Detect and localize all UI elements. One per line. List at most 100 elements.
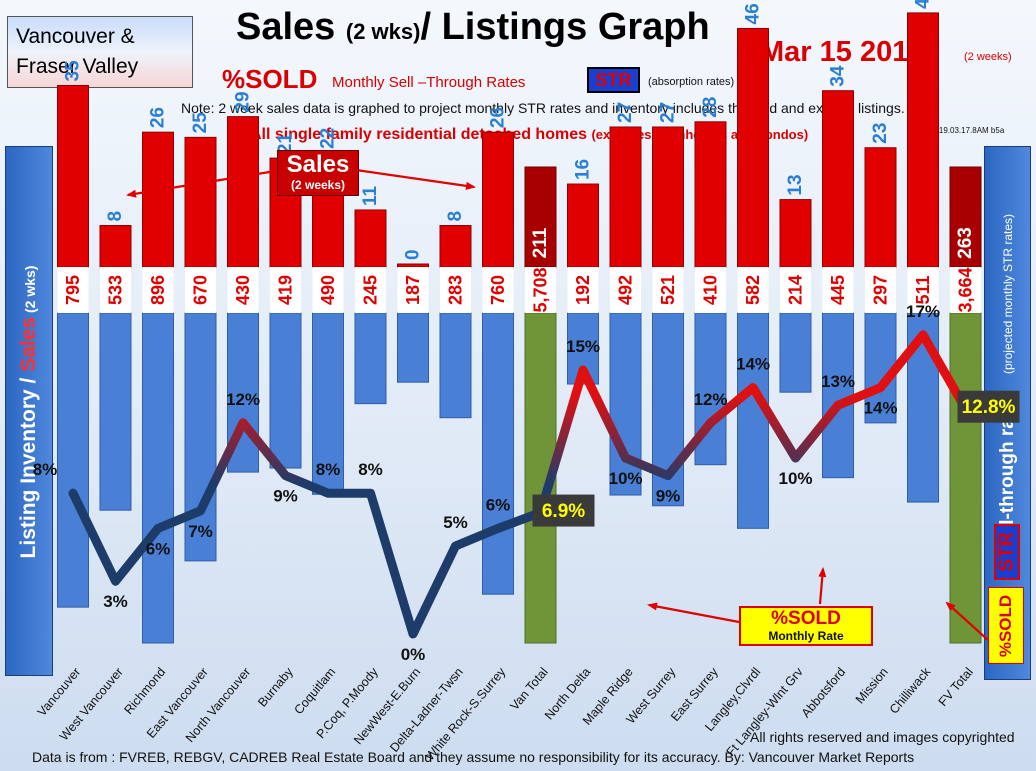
rate-label: 17% — [906, 302, 940, 321]
inventory-value-label: 192 — [573, 275, 593, 305]
sales-value-label: 49 — [913, 0, 934, 9]
sales-value-label: 16 — [573, 159, 594, 180]
inventory-value-label: 245 — [361, 275, 381, 305]
sales-bar — [779, 199, 812, 268]
subtitle-pct-sold: %SOLD — [222, 64, 318, 94]
sales-value-label: 26 — [488, 107, 509, 128]
inventory-value-label: 430 — [233, 275, 253, 305]
str-badge: STR — [587, 67, 640, 93]
category-label: Richmond — [121, 665, 168, 717]
inventory-label-bg — [652, 267, 684, 313]
inventory-label-bg — [525, 267, 556, 313]
inventory-label-bg — [865, 267, 896, 313]
category-label: Van Total — [507, 665, 550, 713]
rate-label: 5% — [443, 513, 468, 532]
inventory-bar — [312, 312, 344, 495]
sold-rate-line: 8% 3% 6% 7% 12% 9% 8% 8% 0% 5% 6% 6.9% 15% 10% 9% 12% 14… — [33, 302, 1020, 664]
rate-label: 6.9% — [542, 501, 585, 522]
sales-bar — [864, 147, 897, 268]
sales-value-label: 11 — [360, 185, 381, 206]
inventory-value-label: 521 — [658, 275, 678, 305]
sales-value-label: 46 — [743, 3, 764, 24]
inventory-value-label: 214 — [786, 275, 806, 305]
rate-label: 12.8% — [962, 397, 1016, 418]
annotation-arrow — [355, 168, 476, 190]
inventory-bar — [737, 312, 769, 529]
inventory-labels: 795 533 896 670 430 419 490 245 187 283 760 5,708 19… — [57, 267, 981, 313]
sales-callout: Sales (2 weeks) — [277, 150, 359, 196]
main-title: Sales (2 wks)/ Listings Graph — [236, 6, 710, 49]
inventory-value-label: 760 — [488, 275, 508, 305]
rate-label: 3% — [103, 592, 128, 611]
sales-value-label: 23 — [870, 123, 891, 144]
inventory-label-bg — [567, 267, 599, 313]
sales-value-label: 28 — [700, 97, 721, 118]
right-str-badge: STR — [994, 524, 1020, 580]
inventory-bar — [822, 312, 854, 479]
inventory-bar — [949, 312, 982, 644]
rate-label: 9% — [656, 487, 681, 506]
sales-bar — [57, 85, 89, 268]
data-note: Note: 2 week sales data is graphed to pr… — [181, 100, 905, 116]
inventory-value-label: 492 — [616, 275, 636, 305]
sales-bar — [439, 225, 472, 268]
total-rate-box — [532, 494, 595, 527]
inventory-value-label: 419 — [276, 275, 296, 305]
inventory-value-label: 187 — [403, 275, 423, 305]
inventory-label-bg — [780, 267, 811, 313]
sold-callout-title: %SOLD — [771, 608, 841, 629]
sales-value-label: 0 — [403, 249, 424, 260]
sales-value-label: 27 — [615, 102, 636, 123]
inventory-value-label: 582 — [743, 275, 763, 305]
sales-bar — [567, 183, 599, 268]
copyright-note: All rights reserved and images copyright… — [750, 729, 1015, 745]
inventory-label-bg — [950, 267, 981, 313]
sales-bar — [822, 90, 854, 268]
version-stamp: 2019.03.17.8AM b5a — [930, 126, 1005, 135]
inventory-bar — [609, 312, 642, 496]
sales-value-label: 35 — [63, 60, 84, 82]
category-label: Abbotsford — [799, 665, 849, 720]
inventory-label-bg — [695, 267, 726, 313]
inventory-bar — [354, 312, 387, 405]
sales-bar — [227, 116, 259, 268]
inventory-bar — [779, 312, 812, 393]
inventory-label-bg — [355, 267, 386, 313]
main-title-sales: Sales — [236, 6, 336, 48]
region-box: Vancouver & Fraser Valley — [7, 16, 193, 88]
inventory-label-bg — [142, 267, 174, 313]
inventory-label-bg — [312, 267, 344, 313]
sales-bars: 35 8 26 25 29 21 22 11 0 8 26 211 16 27 27 28 46 13 34 23 49… — [57, 0, 982, 268]
rate-label: 12% — [693, 390, 727, 409]
sales-value-label: 8 — [105, 211, 126, 222]
inventory-value-label: 533 — [106, 275, 126, 305]
inventory-value-label: 283 — [446, 275, 466, 305]
inventory-label-bg — [270, 267, 301, 313]
rate-label: 0% — [401, 645, 426, 664]
inventory-bar — [57, 312, 89, 608]
annotation-arrows — [126, 168, 989, 641]
inventory-bar — [397, 312, 429, 383]
rate-label: 8% — [358, 460, 383, 479]
left-axis-panel — [5, 146, 53, 676]
sales-value-label: 8 — [445, 211, 466, 222]
sales-bar — [482, 131, 514, 268]
sales-value-label: 34 — [828, 65, 849, 87]
inventory-value-label: 445 — [828, 275, 848, 305]
sales-value-label: 13 — [785, 174, 806, 195]
rate-label: 14% — [736, 355, 770, 374]
rate-label: 6% — [146, 539, 171, 558]
sold-callout-sub: Monthly Rate — [768, 629, 844, 643]
inventory-label-bg — [440, 267, 471, 313]
inventory-label-bg — [907, 267, 939, 313]
annotation-arrow — [126, 168, 283, 198]
sales-bar — [524, 166, 557, 268]
inventory-bar — [439, 312, 472, 419]
category-label: Chilliwack — [887, 664, 934, 716]
inventory-value-label: 896 — [148, 275, 168, 305]
source-note: Data is from : FVREB, REBGV, CADREB Real… — [32, 749, 915, 765]
rate-label: 6% — [486, 495, 511, 514]
rate-label: 12% — [226, 390, 260, 409]
inventory-bar — [142, 312, 174, 644]
